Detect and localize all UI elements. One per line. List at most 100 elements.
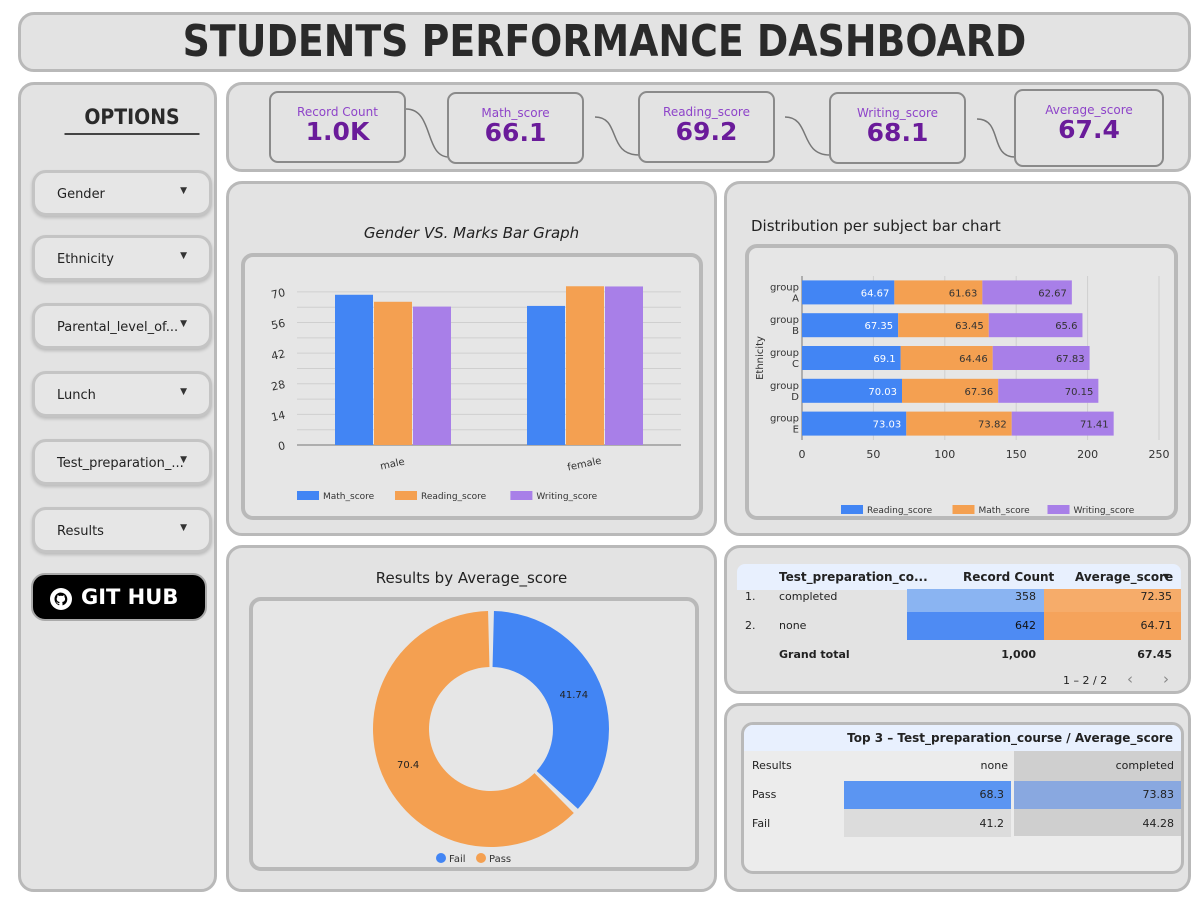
col-header-record-count[interactable]: Record Count <box>963 570 1055 584</box>
cell-heat-bg <box>844 781 1011 809</box>
caret-down-icon: ▼ <box>180 523 187 533</box>
y-tick-label: group <box>770 414 799 425</box>
kpi-value: 68.1 <box>866 118 929 147</box>
top3-frame: Top 3 – Test_preparation_course / Averag… <box>741 722 1184 874</box>
x-tick-label: 100 <box>934 448 955 461</box>
x-tick-label: male <box>379 457 406 473</box>
kpi-math-score: Math_score 66.1 <box>447 92 584 164</box>
page-title: STUDENTS PERFORMANCE DASHBOARD <box>182 16 1027 67</box>
row-avg: 64.71 <box>1140 619 1173 632</box>
options-title: OPTIONS <box>64 105 200 135</box>
corner-label: Results <box>752 759 792 772</box>
slice-label: 41.74 <box>560 690 589 701</box>
cell-value: 68.3 <box>979 788 1005 801</box>
github-button[interactable]: GIT HUB <box>31 573 207 621</box>
filter-lunch[interactable]: Lunch ▼ <box>32 371 212 417</box>
chevron-left-icon[interactable]: ‹ <box>1127 670 1133 688</box>
legend-label: Fail <box>449 854 466 865</box>
donut-slice-fail <box>492 611 610 809</box>
distribution-chart-frame: 0 50 100 150 200 250 group A 64.67 61.63 62.67 grou… <box>745 244 1178 520</box>
data-label: 62.67 <box>1038 288 1067 299</box>
filter-label: Ethnicity <box>57 252 114 267</box>
y-tick-label: group <box>770 282 799 293</box>
distribution-chart-panel: Distribution per subject bar chart 0 50 10… <box>724 181 1191 536</box>
gender-bar-chart[interactable]: 0 14 28 42 56 70 male female Math_score Reading_s… <box>245 257 699 516</box>
top3-table-panel: Top 3 – Test_preparation_course / Averag… <box>724 703 1191 892</box>
bar-segment-writing-score <box>988 313 1083 338</box>
filter-ethnicity[interactable]: Ethnicity ▼ <box>32 235 212 281</box>
x-tick-label: 150 <box>1006 448 1027 461</box>
data-label: 63.45 <box>955 321 984 332</box>
y-tick-label: group <box>770 381 799 392</box>
chevron-right-icon[interactable]: › <box>1163 670 1169 688</box>
data-label: 73.82 <box>978 420 1007 431</box>
results-chart-frame: 41.74 70.4 Fail Pass <box>249 597 699 871</box>
data-label: 70.15 <box>1065 387 1094 398</box>
y-tick-label: 28 <box>270 378 286 394</box>
cell-heat-bg <box>844 809 1011 837</box>
bar-segment-math-score <box>900 346 993 370</box>
col-header-average-score[interactable]: Average_score <box>1075 570 1174 584</box>
bar-segment-reading-score <box>802 411 907 436</box>
kpi-label: Record Count <box>297 105 378 119</box>
kpi-value: 1.0K <box>305 117 370 146</box>
data-label: 64.67 <box>861 288 890 299</box>
legend-label: Reading_score <box>421 492 487 502</box>
grand-total-count: 1,000 <box>1001 648 1036 661</box>
legend-swatch <box>1047 505 1070 514</box>
cell-value: 41.2 <box>979 817 1005 830</box>
filter-gender[interactable]: Gender ▼ <box>32 170 212 216</box>
bar-segment-math-score <box>902 378 999 403</box>
row-label: Fail <box>752 817 771 830</box>
data-label: 70.03 <box>868 387 897 398</box>
caret-down-icon: ▼ <box>180 186 187 196</box>
kpi-label: Writing_score <box>856 106 939 120</box>
filter-results[interactable]: Results ▼ <box>32 507 212 553</box>
bar-segment-reading-score <box>802 313 899 338</box>
kpi-value: 66.1 <box>484 118 547 147</box>
data-label: 65.6 <box>1055 321 1077 332</box>
legend-label: Pass <box>489 854 511 865</box>
row-count: 642 <box>1015 619 1036 632</box>
pagination-label: 1 – 2 / 2 <box>1063 674 1108 687</box>
filter-label: Results <box>57 524 104 539</box>
row-index: 1. <box>745 590 756 603</box>
options-sidebar: OPTIONS Gender ▼ Ethnicity ▼ Parental_le… <box>18 82 217 892</box>
legend-dot <box>476 853 486 863</box>
results-donut-chart[interactable]: 41.74 70.4 Fail Pass <box>253 601 695 867</box>
data-label: 67.36 <box>965 387 994 398</box>
count-bar-bg <box>907 589 1044 612</box>
bar-segment-writing-score <box>1011 411 1114 436</box>
y-tick-label: group <box>770 315 799 326</box>
grand-total-label: Grand total <box>779 648 850 661</box>
filter-test-preparation[interactable]: Test_preparation_... ▼ <box>32 439 212 485</box>
results-chart-panel: Results by Average_score 41.74 70.4 Fail Pa… <box>226 545 717 892</box>
table-header-bg <box>737 564 1181 590</box>
caret-down-icon: ▼ <box>180 251 187 261</box>
data-label: 67.83 <box>1056 354 1085 365</box>
legend-label: Reading_score <box>867 506 933 516</box>
filter-label: Parental_level_of... <box>57 320 179 335</box>
slice-label: 70.4 <box>397 760 419 771</box>
filter-parental-level[interactable]: Parental_level_of... ▼ <box>32 303 212 349</box>
bar-reading-score <box>374 301 412 445</box>
col-header-completed[interactable]: completed <box>1115 759 1174 772</box>
row-avg: 72.35 <box>1140 590 1173 603</box>
y-tick-label: group <box>770 348 799 359</box>
col-header-none[interactable]: none <box>980 759 1008 772</box>
bar-math-score <box>335 294 373 445</box>
top3-header-bg <box>744 725 1181 751</box>
sort-caret-down-icon[interactable]: ▼ <box>1163 572 1170 581</box>
avg-bar-bg <box>1044 589 1181 612</box>
y-tick-label: 42 <box>270 347 286 363</box>
legend-label: Writing_score <box>1074 506 1135 516</box>
kpi-reading-score: Reading_score 69.2 <box>638 91 775 163</box>
col-header-course[interactable]: Test_preparation_co... <box>779 570 928 584</box>
kpi-record-count: Record Count 1.0K <box>269 91 406 163</box>
row-index: 2. <box>745 619 756 632</box>
legend-label: Math_score <box>979 506 1031 516</box>
header-bar: STUDENTS PERFORMANCE DASHBOARD <box>18 12 1191 72</box>
y-tick-label: C <box>792 359 799 370</box>
row-name: completed <box>779 590 838 603</box>
